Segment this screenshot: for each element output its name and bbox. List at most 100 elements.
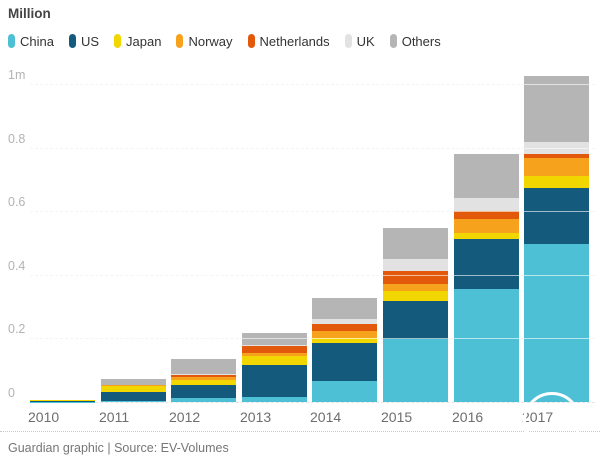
y-axis-tick-label: 0.2 [8,322,26,337]
segment-2015-netherlands [383,271,448,285]
segment-2014-norway [312,331,377,339]
segment-2015-others [383,228,448,260]
bar-2012 [171,359,236,402]
segment-2014-us [312,343,377,382]
segment-2014-china [312,381,377,402]
segment-2013-china [242,396,307,402]
segment-2010-japan [30,400,95,402]
legend-label: Others [401,33,441,49]
legend-label: China [20,33,54,49]
legend-item-japan: Japan [114,34,161,48]
segment-2016-others [454,154,519,199]
source-credit: Guardian graphic | Source: EV-Volumes [8,441,229,455]
segment-2015-china [383,339,448,402]
legend-swatch-others [389,34,397,48]
legend-label: UK [356,33,375,49]
legend-item-uk: UK [344,33,375,49]
segment-2016-china [454,289,519,402]
segment-2014-japan [312,338,377,344]
legend-swatch-us [68,34,76,48]
x-axis-tick-label: 2010 [28,409,60,425]
gridline-overlay-1m [30,84,595,85]
segment-2012-china [171,397,236,402]
segment-2017-china [524,244,589,402]
gridline-overlay-0.6 [30,211,595,213]
x-axis-tick-label: 2015 [381,409,413,425]
bar-2017 [524,76,589,402]
x-axis-tick-label: 2011 [99,409,130,425]
gridline-overlay-0.8 [30,147,595,149]
segment-2014-others [312,298,377,319]
segment-2012-netherlands [171,374,236,378]
segment-2011-us [101,392,166,401]
segment-2016-netherlands [454,211,519,220]
legend-item-us: US [68,33,100,49]
segment-2014-uk [312,318,377,325]
y-axis-tick-label: 0 [8,386,15,400]
legend: China US Japan Norway Netherlands UK Others [8,34,441,48]
segment-2013-japan [242,355,307,366]
segment-2014-netherlands [312,324,377,332]
legend-label: Netherlands [259,33,330,49]
segment-2011-others [101,379,166,385]
x-axis-tick-label: 2012 [169,409,201,425]
legend-swatch-norway [176,34,184,48]
legend-item-netherlands: Netherlands [247,33,330,49]
segment-2012-norway [171,377,236,380]
segment-2016-us [454,239,519,290]
segment-2011-japan [101,386,166,393]
x-axis-tick-label: 2013 [240,409,272,425]
segment-2016-norway [454,219,519,234]
y-axis-tick-label: 0.6 [8,195,26,210]
segment-2016-uk [454,198,519,212]
gridline-overlay-0.2 [30,338,595,340]
segment-2013-uk [242,344,307,346]
y-axis-tick-label: 0.8 [8,131,26,146]
footer-divider: Guardian graphic | Source: EV-Volumes [0,431,600,455]
segment-2017-uk [524,141,589,154]
y-axis-tick-label: 0.4 [8,258,26,273]
segment-2017-netherlands [524,153,589,159]
legend-item-others: Others [389,33,441,49]
x-axis-tick-label: 2016 [452,409,484,425]
segment-2016-japan [454,233,519,240]
legend-item-norway: Norway [176,33,233,49]
gridline-0 [30,402,595,403]
segment-2012-us [171,384,236,398]
y-axis-tick-label: 1m [8,68,26,82]
bar-2016 [454,154,519,402]
legend-swatch-uk [344,34,352,48]
segment-2012-uk [171,374,236,375]
segment-2010-others [30,399,95,401]
segment-2015-uk [383,259,448,272]
segment-2017-norway [524,158,589,177]
chart-title: Million [8,6,51,21]
segment-2013-norway [242,353,307,356]
segment-2015-norway [383,284,448,292]
legend-label: Norway [188,33,233,49]
segment-2017-us [524,188,589,245]
bar-2011 [101,379,166,402]
legend-item-china: China [8,34,54,48]
segment-2012-others [171,359,236,374]
segment-2012-japan [171,379,236,385]
legend-swatch-netherlands [247,34,255,48]
segment-2013-us [242,365,307,397]
gridline-overlay-0.4 [30,274,595,276]
segment-2011-netherlands [101,384,166,386]
watermark-circle-icon [523,392,581,450]
bar-2010 [30,399,95,402]
legend-label: Japan [126,33,162,49]
segment-2011-norway [101,385,166,387]
segment-2015-us [383,301,448,340]
segment-2015-japan [383,291,448,302]
legend-swatch-japan [114,34,122,48]
segment-2017-others [524,76,589,142]
legend-label: US [80,33,100,49]
bar-2014 [312,298,377,402]
segment-2013-netherlands [242,345,307,354]
segment-2011-china [101,400,166,402]
bar-2013 [242,333,307,402]
